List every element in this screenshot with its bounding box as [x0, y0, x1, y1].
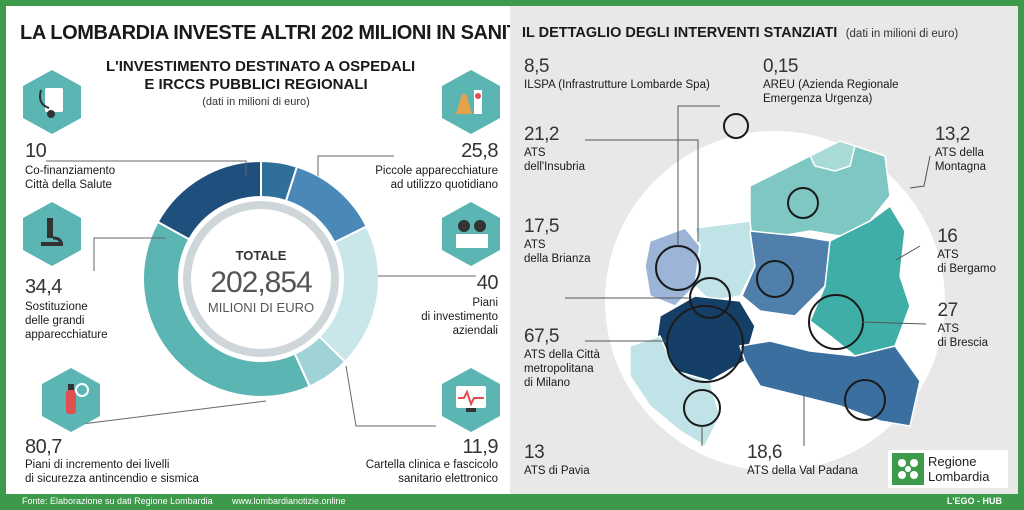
microscope-icon: [23, 202, 81, 266]
main-title: LA LOMBARDIA INVESTE ALTRI 202 MILIONI I…: [20, 22, 533, 44]
entry-milano: 67,5 ATS della Città metropolitana di Mila…: [524, 326, 600, 390]
value-fire-safety: 80,7: [25, 436, 62, 458]
entry-brescia: 27 ATS di Brescia: [938, 300, 989, 350]
lombardy-ats-map: [565, 105, 945, 471]
label-company-plans: Piani di investimento aziendali: [421, 297, 498, 337]
value-co-financing: 10: [25, 140, 47, 162]
label-brianza: ATS della Brianza: [524, 239, 591, 265]
donut-slice-5: [156, 159, 262, 241]
investment-donut-chart: [137, 155, 385, 403]
left-leader-lines: [46, 155, 476, 427]
footer-bar: Fonte: Elaborazione su dati Regione Lomb…: [6, 494, 1018, 510]
label-areu: AREU (Azienda Regionale Emergenza Urgenza…: [763, 79, 899, 105]
entry-areu: 0,15 AREU (Azienda Regionale Emergenza Ur…: [763, 56, 899, 106]
label-bergamo: ATS di Bergamo: [937, 249, 996, 275]
left-unit-note: (dati in milioni di euro): [202, 96, 310, 108]
footer-source: Fonte: Elaborazione su dati Regione Lomb…: [22, 496, 213, 506]
value-brianza: 17,5: [524, 216, 559, 237]
label-fire-safety: Piani di incremento dei livelli di sicure…: [25, 459, 199, 485]
regione-lombardia-logo: Regione Lombardia: [888, 450, 1008, 488]
value-milano: 67,5: [524, 326, 559, 347]
entry-val-padana: 18,6 ATS della Val Padana: [747, 442, 858, 478]
entry-montagna: 13,2 ATS della Montagna: [935, 124, 986, 174]
investment-subtitle-line1: L'INVESTIMENTO DESTINATO A OSPEDALI: [106, 58, 416, 75]
right-unit-note: (dati in milioni di euro): [845, 28, 959, 40]
right-title: IL DETTAGLIO DEGLI INTERVENTI STANZIATI: [522, 25, 838, 41]
value-areu: 0,15: [763, 56, 798, 77]
label-val-padana: ATS della Val Padana: [747, 465, 858, 477]
footer-credit: L'EGO - HUB: [946, 496, 1002, 506]
value-montagna: 13,2: [934, 124, 970, 145]
logo-text: Regione Lombardia: [928, 454, 990, 484]
label-ilspa: ILSPA (Infrastrutture Lombarde Spa): [524, 79, 710, 91]
value-ilspa: 8,5: [524, 56, 549, 77]
value-company-plans: 40: [476, 272, 499, 294]
right-panel: IL DETTAGLIO DEGLI INTERVENTI STANZIATI …: [510, 6, 1018, 494]
regione-lombardia-emblem-icon: [892, 453, 924, 485]
label-pavia: ATS di Pavia: [524, 465, 590, 477]
entry-ilspa: 8,5 ILSPA (Infrastrutture Lombarde Spa): [524, 56, 710, 92]
total-value: 202,854: [210, 266, 312, 299]
label-montagna: ATS della Montagna: [934, 147, 986, 173]
label-insubria: ATS dell'Insubria: [524, 147, 586, 173]
value-pavia: 13: [524, 442, 545, 463]
label-brescia: ATS di Brescia: [937, 323, 989, 349]
value-electronic-record: 11,9: [462, 436, 499, 458]
label-small-equipment: Piccole apparecchiature ad utilizzo quoti…: [375, 165, 498, 191]
left-panel: LA LOMBARDIA INVESTE ALTRI 202 MILIONI I…: [6, 6, 533, 494]
value-val-padana: 18,6: [747, 442, 782, 463]
footer-site-link[interactable]: www.lombardianotizie.online: [232, 496, 346, 506]
entry-brianza: 17,5 ATS della Brianza: [524, 216, 590, 266]
total-label: TOTALE: [235, 248, 287, 263]
value-insubria: 21,2: [524, 124, 559, 145]
entry-bergamo: 16 ATS di Bergamo: [937, 226, 996, 276]
label-milano: ATS della Città metropolitana di Milano: [524, 349, 600, 389]
value-bergamo: 16: [937, 226, 958, 247]
right-heading: IL DETTAGLIO DEGLI INTERVENTI STANZIATI …: [522, 24, 958, 42]
label-co-financing: Co-finanziamento Città della Salute: [25, 165, 116, 191]
total-unit: MILIONI DI EURO: [207, 300, 315, 315]
investment-subtitle-line2: E IRCCS PUBBLICI REGIONALI: [144, 76, 368, 93]
value-brescia: 27: [937, 300, 959, 321]
entry-insubria: 21,2 ATS dell'Insubria: [524, 124, 585, 174]
entry-pavia: 13 ATS di Pavia: [524, 442, 590, 478]
value-large-equipment: 34,4: [25, 276, 62, 298]
donut-slice-4: [142, 220, 311, 398]
label-electronic-record: Cartella clinica e fascicolo sanitario el…: [365, 459, 498, 485]
label-large-equipment: Sostituzione delle grandi apparecchiature: [25, 301, 108, 341]
value-small-equipment: 25,8: [461, 140, 498, 162]
